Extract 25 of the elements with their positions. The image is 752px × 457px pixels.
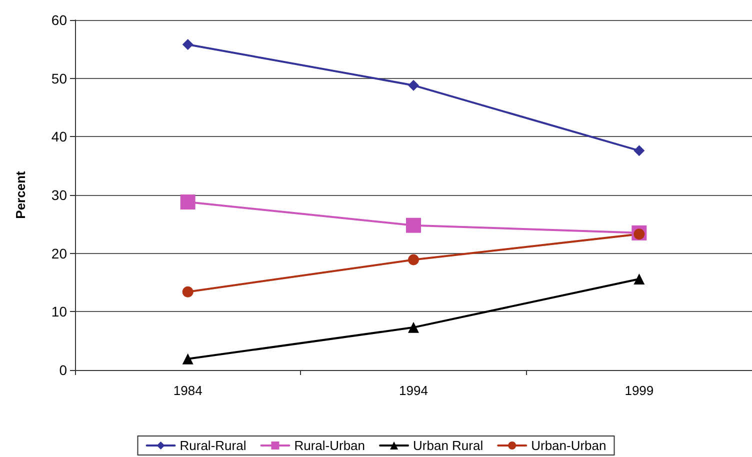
point bbox=[182, 286, 194, 298]
y-tick-label: 20 bbox=[51, 245, 68, 262]
point bbox=[182, 353, 194, 364]
point bbox=[408, 322, 419, 333]
y-tick-label: 30 bbox=[51, 187, 68, 203]
point bbox=[408, 254, 419, 266]
y-axis-title: Percent bbox=[13, 170, 28, 219]
y-tick-label: 50 bbox=[51, 70, 68, 86]
point bbox=[180, 194, 196, 210]
legend-label: Urban-Urban bbox=[531, 438, 606, 453]
point bbox=[408, 80, 419, 91]
y-tick-label: 60 bbox=[51, 12, 68, 28]
point bbox=[634, 145, 645, 156]
legend-label: Rural-Urban bbox=[294, 438, 366, 453]
legend-label: Urban Rural bbox=[413, 438, 484, 453]
y-tick-label: 0 bbox=[59, 362, 68, 378]
x-tick-label: 1994 bbox=[399, 383, 428, 398]
point bbox=[634, 274, 645, 284]
legend-label: Rural-Rural bbox=[180, 438, 246, 453]
x-tick-label: 1984 bbox=[173, 383, 202, 398]
y-tick-label: 10 bbox=[51, 304, 68, 320]
y-tick-label: 40 bbox=[51, 128, 68, 145]
point bbox=[182, 39, 194, 50]
x-tick-label: 1999 bbox=[624, 383, 654, 398]
point bbox=[406, 218, 421, 233]
